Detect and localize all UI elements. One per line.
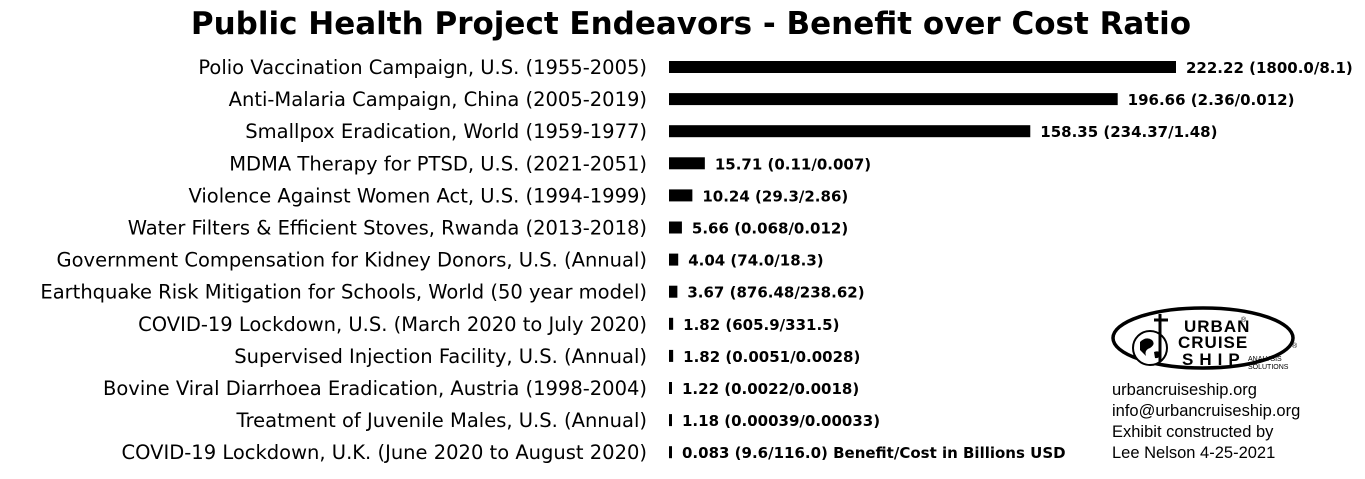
bar bbox=[669, 189, 693, 202]
category-label: Treatment of Juvenile Males, U.S. (Annua… bbox=[236, 409, 647, 432]
chart-title: Public Health Project Endeavors - Benefi… bbox=[191, 6, 1191, 42]
value-label: 1.22 (0.0022/0.0018) bbox=[682, 380, 859, 398]
credit-block: urbancruiseship.org info@urbancruiseship… bbox=[1112, 380, 1300, 464]
bar bbox=[669, 414, 672, 427]
bar bbox=[669, 382, 672, 394]
bar bbox=[669, 125, 1031, 138]
website-text: urbancruiseship.org bbox=[1112, 381, 1257, 399]
credit-line-1: Exhibit constructed by bbox=[1112, 423, 1274, 441]
value-label: 10.24 (29.3/2.86) bbox=[702, 187, 848, 205]
value-label: 196.66 (2.36/0.012) bbox=[1128, 91, 1295, 109]
value-label: 0.083 (9.6/116.0) Benefit/Cost in Billio… bbox=[682, 444, 1066, 462]
category-label: Bovine Viral Diarrhoea Eradication, Aust… bbox=[103, 377, 647, 400]
value-label: 4.04 (74.0/18.3) bbox=[688, 252, 823, 270]
value-label: 158.35 (234.37/1.48) bbox=[1040, 123, 1217, 141]
category-label: Water Filters & Efficient Stoves, Rwanda… bbox=[128, 217, 647, 240]
category-label: COVID-19 Lockdown, U.S. (March 2020 to J… bbox=[138, 313, 647, 336]
globe-continents bbox=[1140, 338, 1161, 359]
category-label: Polio Vaccination Campaign, U.S. (1955-2… bbox=[198, 56, 647, 79]
value-label: 1.82 (605.9/331.5) bbox=[683, 316, 839, 334]
bar bbox=[669, 253, 679, 266]
logo-line-1: URBAN bbox=[1184, 317, 1250, 336]
logo-tag-2: SOLUTIONS bbox=[1248, 364, 1289, 371]
category-label: MDMA Therapy for PTSD, U.S. (2021-2051) bbox=[229, 152, 647, 175]
email-text: info@urbancruiseship.org bbox=[1112, 402, 1301, 420]
logo-mark: ® bbox=[1241, 316, 1247, 324]
value-label: 222.22 (1800.0/8.1) bbox=[1186, 59, 1353, 77]
bar bbox=[669, 221, 682, 234]
logo-mark-2: ® bbox=[1292, 342, 1298, 350]
bar bbox=[669, 93, 1118, 106]
category-label: Earthquake Risk Mitigation for Schools, … bbox=[40, 281, 647, 304]
value-label: 3.67 (876.48/238.62) bbox=[687, 284, 864, 302]
value-label: 1.82 (0.0051/0.0028) bbox=[683, 348, 860, 366]
ship-mast-icon bbox=[1154, 314, 1168, 362]
category-label: Violence Against Women Act, U.S. (1994-1… bbox=[188, 184, 647, 207]
logo-tag-1: ANALYSIS bbox=[1248, 356, 1282, 363]
value-label: 1.18 (0.00039/0.00033) bbox=[682, 412, 880, 430]
bar bbox=[669, 446, 672, 459]
bar bbox=[669, 317, 674, 330]
value-label: 15.71 (0.11/0.007) bbox=[715, 155, 871, 173]
category-label: COVID-19 Lockdown, U.K. (June 2020 to Au… bbox=[122, 441, 647, 464]
bar bbox=[669, 285, 678, 298]
bar bbox=[669, 349, 674, 362]
bar-group: Polio Vaccination Campaign, U.S. (1955-2… bbox=[40, 56, 1352, 464]
logo-line-2: CRUISE bbox=[1178, 333, 1248, 352]
category-label: Smallpox Eradication, World (1959-1977) bbox=[245, 120, 647, 143]
bar bbox=[669, 157, 705, 170]
logo-ring bbox=[1111, 306, 1295, 370]
urban-cruise-ship-logo: URBAN ® CRUISE SHIP ANALYSIS SOLUTIONS ® bbox=[1111, 306, 1298, 371]
category-label: Government Compensation for Kidney Donor… bbox=[57, 249, 647, 272]
category-label: Anti-Malaria Campaign, China (2005-2019) bbox=[229, 88, 647, 111]
value-label: 5.66 (0.068/0.012) bbox=[692, 220, 848, 238]
logo-line-3: SHIP bbox=[1182, 350, 1246, 369]
credit-line-2: Lee Nelson 4-25-2021 bbox=[1112, 444, 1276, 462]
bar bbox=[669, 61, 1176, 73]
category-label: Supervised Injection Facility, U.S. (Ann… bbox=[234, 345, 647, 368]
